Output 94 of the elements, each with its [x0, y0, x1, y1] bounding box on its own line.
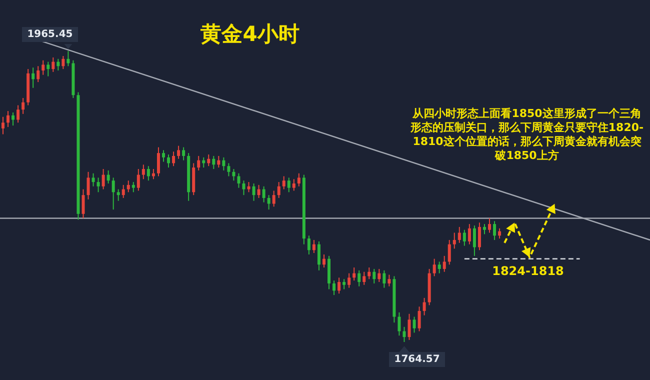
candlestick	[307, 235, 310, 255]
text: 1965.45	[22, 27, 78, 42]
annotation: 1824-1818	[491, 264, 565, 278]
candlestick	[382, 270, 386, 288]
candlestick	[112, 177, 115, 210]
annotation: 从四小时形态上面看1850这里形成了一个三角形态的压制关口，那么下周黄金只要守住1820-1810这个位置的话，那么下周黄金就有机会突破1850上方	[409, 107, 645, 163]
candlestick	[42, 60, 45, 76]
candlestick	[232, 168, 236, 182]
candlestick	[282, 176, 286, 190]
candlestick	[46, 61, 50, 77]
candlestick	[237, 172, 240, 188]
candlestick	[372, 268, 376, 284]
candlestick	[362, 271, 366, 286]
candlestick	[402, 326, 406, 342]
candlestick	[322, 254, 326, 268]
candlestick	[272, 190, 276, 208]
candlestick	[342, 278, 346, 290]
candlestick	[126, 180, 130, 193]
candlestick	[408, 313, 411, 340]
candlestick	[36, 66, 40, 83]
candlestick	[378, 268, 381, 282]
candlestick	[167, 154, 170, 168]
candlestick	[468, 224, 471, 245]
candlestick	[442, 255, 446, 272]
text: 1764.57	[389, 352, 445, 367]
candlestick	[32, 67, 35, 88]
candlestick	[478, 222, 481, 251]
candlestick	[292, 178, 296, 192]
candlestick	[62, 56, 65, 70]
candlestick	[102, 168, 105, 190]
candlestick	[458, 226, 461, 244]
candlestick	[222, 156, 226, 171]
candlestick	[182, 146, 186, 161]
candlestick	[217, 155, 220, 168]
candlestick	[488, 218, 492, 234]
candlestick	[142, 164, 145, 180]
candlestick	[287, 177, 290, 193]
candlestick	[338, 277, 341, 294]
candlestick	[146, 166, 150, 182]
candlestick	[493, 220, 496, 240]
candlestick	[252, 182, 256, 202]
candlestick	[267, 194, 270, 210]
candlestick	[432, 258, 436, 277]
candlestick	[66, 50, 70, 67]
candlestick	[348, 272, 351, 288]
candlestick	[332, 280, 336, 296]
candlestick	[388, 274, 391, 287]
candlestick	[448, 239, 451, 266]
candlestick	[452, 232, 456, 250]
candlestick	[177, 145, 180, 160]
candlestick	[398, 312, 401, 336]
candlestick	[52, 56, 55, 72]
candlestick	[358, 270, 361, 287]
candlestick	[297, 172, 300, 187]
candlestick	[247, 182, 250, 193]
candlestick	[482, 224, 486, 235]
candlestick	[172, 151, 176, 167]
candlestick	[6, 110, 10, 128]
candlestick	[106, 170, 110, 184]
candlestick	[156, 146, 160, 177]
chart-title: 黄金4小时	[200, 21, 300, 48]
candlestick	[16, 104, 20, 124]
candlestick	[116, 188, 120, 202]
candlestick	[96, 177, 100, 193]
candlestick	[412, 316, 416, 334]
candlestick	[22, 98, 25, 114]
candlestick	[418, 306, 421, 332]
candlestick	[472, 224, 476, 256]
candlestick	[136, 168, 140, 192]
candlestick	[56, 58, 60, 71]
candlestick	[498, 228, 502, 240]
candlestick	[277, 182, 280, 198]
candlestick	[82, 188, 85, 219]
candlestick	[368, 266, 371, 280]
candlestick	[352, 266, 356, 282]
candlestick	[212, 155, 216, 170]
candlestick	[438, 261, 441, 274]
candlestick	[12, 112, 15, 126]
candlestick	[242, 180, 246, 196]
candlestick	[122, 184, 125, 198]
candlestick	[462, 229, 466, 246]
candlestick	[207, 154, 210, 167]
candlestick	[86, 171, 90, 200]
candlestick	[92, 172, 95, 187]
candlestick	[197, 155, 200, 171]
candlestick	[1, 116, 5, 135]
candlestick	[227, 162, 230, 177]
candlestick	[262, 186, 266, 203]
candlestick	[312, 239, 316, 254]
candlestick	[162, 150, 165, 162]
candlestick	[422, 297, 426, 316]
candlestick	[317, 240, 320, 271]
candlestick	[257, 184, 260, 198]
candlestick	[132, 182, 135, 193]
